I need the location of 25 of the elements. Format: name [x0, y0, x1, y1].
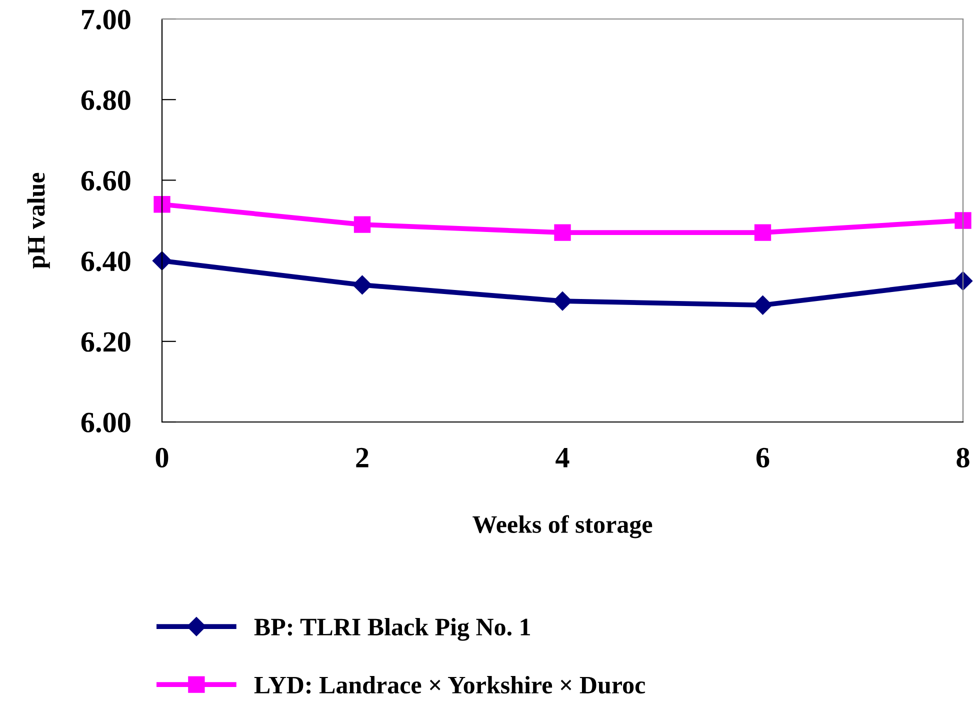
y-tick-label: 6.40: [81, 252, 130, 272]
x-tick-label: 2: [356, 448, 368, 468]
legend-label: LYD: Landrace × Yorkshire × Duroc: [254, 676, 646, 694]
y-tick-label: 6.60: [81, 170, 130, 191]
x-tick-label: 4: [556, 448, 570, 468]
y-tick-label: 6.20: [81, 332, 130, 352]
x-tick-label: 8: [956, 448, 970, 468]
point: [754, 224, 772, 241]
point: [753, 296, 772, 315]
x-tick-label: 0: [156, 448, 168, 468]
y-axis-title: pH value: [27, 172, 50, 268]
point: [953, 271, 973, 290]
point: [354, 216, 371, 233]
point: [552, 292, 572, 311]
point: [154, 196, 170, 213]
y-tick-label: 6.00: [81, 412, 130, 433]
point: [954, 212, 972, 229]
x-tick-label: 6: [756, 448, 770, 468]
x-axis-title: Weeks of storage: [472, 515, 652, 538]
point: [152, 251, 172, 270]
y-tick-label: 6.80: [81, 90, 130, 110]
point: [554, 224, 571, 241]
y-tick-label: 7.00: [82, 10, 130, 30]
point: [352, 275, 372, 295]
legend-label: BP: TLRI Black Pig No. 1: [254, 618, 530, 641]
